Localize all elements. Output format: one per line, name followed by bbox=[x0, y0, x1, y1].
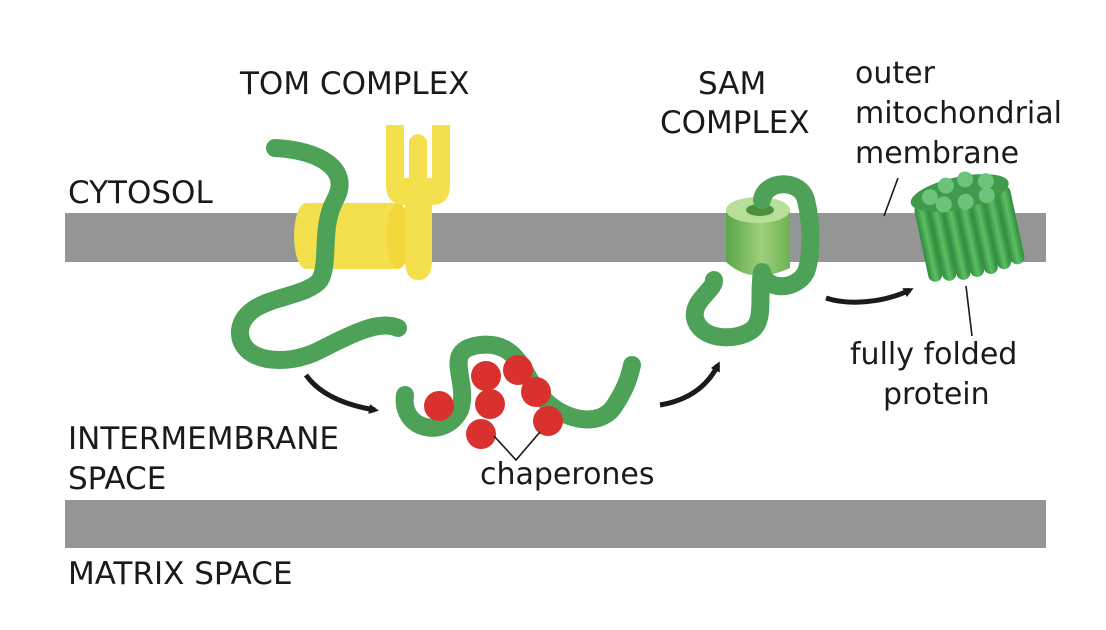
label-tom-complex: TOM COMPLEX bbox=[239, 66, 470, 102]
label-intermembrane-line1: INTERMEMBRANE bbox=[68, 421, 339, 457]
inner-membrane bbox=[65, 500, 1046, 548]
label-outer-line1: outer bbox=[855, 56, 936, 91]
arrow-chaperones-to-sam bbox=[659, 361, 721, 408]
arrow-tom-to-chaperones bbox=[303, 373, 379, 414]
label-sam-line1: SAM bbox=[698, 66, 766, 102]
chaperones bbox=[424, 355, 563, 449]
label-chaperones: chaperones bbox=[480, 457, 655, 492]
chaperone bbox=[424, 391, 454, 421]
outer-membrane bbox=[65, 213, 1046, 262]
label-cytosol: CYTOSOL bbox=[68, 175, 213, 211]
label-intermembrane-line2: SPACE bbox=[68, 461, 166, 497]
label-outer-line3: membrane bbox=[855, 136, 1019, 171]
arrow-sam-to-folded bbox=[825, 287, 914, 305]
chaperone bbox=[466, 419, 496, 449]
chaperones-pointer bbox=[493, 431, 541, 462]
label-matrix-space: MATRIX SPACE bbox=[68, 556, 293, 592]
chaperone bbox=[471, 361, 501, 391]
sam-complex bbox=[726, 197, 790, 276]
label-folded-line1: fully folded bbox=[850, 337, 1017, 372]
label-sam-line2: COMPLEX bbox=[660, 105, 810, 141]
chaperone bbox=[475, 389, 505, 419]
label-outer-line2: mitochondrial bbox=[855, 96, 1062, 131]
chaperone bbox=[503, 355, 533, 385]
chaperone bbox=[533, 406, 563, 436]
chaperone bbox=[521, 377, 551, 407]
folded-protein bbox=[910, 171, 1025, 282]
outer-membrane-pointer bbox=[883, 177, 899, 217]
polypeptide-chain-sam bbox=[685, 175, 820, 347]
label-folded-line2: protein bbox=[883, 377, 990, 412]
polypeptide-chain-tom bbox=[231, 139, 407, 370]
polypeptide-chain-intermembrane bbox=[395, 335, 641, 437]
folded-protein-pointer bbox=[965, 285, 973, 337]
